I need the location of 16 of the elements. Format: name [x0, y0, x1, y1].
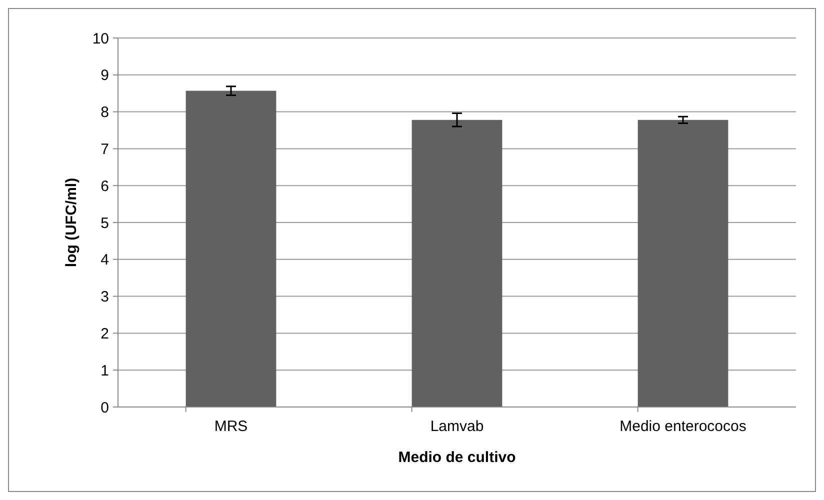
- x-tick-label: Lamvab: [430, 418, 484, 435]
- y-tick-label: 8: [100, 104, 109, 122]
- y-tick-label: 9: [100, 67, 109, 84]
- y-tick-label: 3: [100, 288, 109, 306]
- y-tick-label: 1: [100, 362, 109, 380]
- x-axis-title: Medio de cultivo: [398, 449, 516, 466]
- y-tick-label: 7: [100, 140, 109, 158]
- x-tick-label: Medio enterococos: [620, 418, 746, 435]
- y-tick-label: 4: [100, 252, 109, 269]
- y-tick-label: 10: [92, 30, 109, 48]
- x-tick-label: MRS: [214, 418, 248, 435]
- y-tick-label: 5: [100, 214, 109, 232]
- y-tick-label: 6: [100, 178, 109, 195]
- y-tick-label: 2: [100, 325, 109, 342]
- y-axis-title: log (UFC/ml): [63, 178, 80, 268]
- y-tick-label: 0: [100, 399, 109, 416]
